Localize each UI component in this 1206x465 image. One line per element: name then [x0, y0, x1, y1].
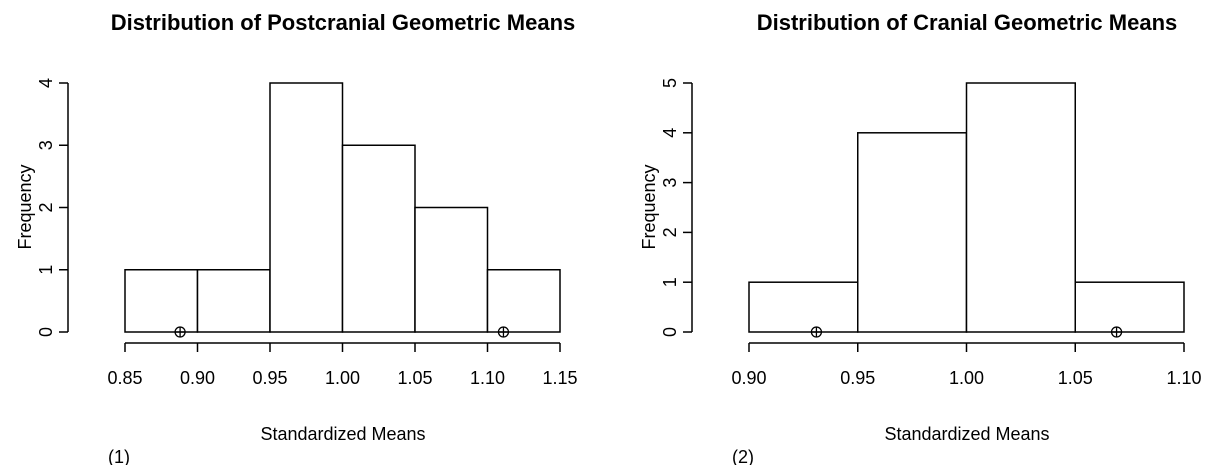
chart-2-y-tick-label: 1 — [660, 277, 680, 287]
chart-1-y-tick-label: 4 — [36, 78, 56, 88]
chart-2-ylabel: Frequency — [639, 164, 659, 249]
chart-2-bar — [857, 132, 968, 333]
chart-2-marker — [810, 326, 823, 338]
chart-1-y-tick-label: 0 — [36, 327, 56, 337]
chart-2-title: Distribution of Cranial Geometric Means — [757, 10, 1178, 35]
chart-2-y-tick-label: 2 — [660, 227, 680, 237]
chart-2-y-tick-label: 5 — [660, 78, 680, 88]
chart-2-y-tick-label: 4 — [660, 128, 680, 138]
chart-1-bar — [341, 144, 416, 333]
chart-2-y-tick-label: 0 — [660, 327, 680, 337]
chart-1-bar — [414, 206, 489, 333]
chart-1-x-tick-label: 1.00 — [325, 368, 360, 388]
chart-2-bar — [1074, 281, 1185, 333]
chart-1-x-tick-label: 1.15 — [542, 368, 577, 388]
chart-1-panel-label: (1) — [108, 447, 130, 465]
chart-2-panel-label: (2) — [732, 447, 754, 465]
chart-1-bar — [196, 269, 271, 333]
chart-1-marker — [174, 326, 186, 338]
chart-2-y-tick-label: 3 — [660, 178, 680, 188]
chart-2-bar — [965, 82, 1076, 333]
chart-2-x-tick-label: 1.05 — [1058, 368, 1093, 388]
chart-2-plot: 0.90 0.95 1.00 1.05 1.10 0 1 2 3 4 5 — [660, 78, 1202, 388]
chart-1-marker — [497, 326, 510, 338]
chart-2-x-tick-label: 0.90 — [731, 368, 766, 388]
chart-1-xlabel: Standardized Means — [260, 424, 425, 444]
chart-1-y-tick-label: 2 — [36, 202, 56, 212]
chart-1-y-tick-label: 3 — [36, 140, 56, 150]
chart-2-x-tick-label: 0.95 — [840, 368, 875, 388]
chart-2-x-tick-label: 1.10 — [1166, 368, 1201, 388]
chart-2-bar — [748, 281, 859, 333]
chart-1-title: Distribution of Postcranial Geometric Me… — [111, 10, 576, 35]
chart-1-plot: 0.85 0.90 0.95 1.00 1.05 1.10 1.15 0 1 2 3 4 — [36, 78, 578, 388]
chart-1-x-tick-label: 1.10 — [470, 368, 505, 388]
chart-1-x-tick-label: 0.85 — [107, 368, 142, 388]
chart-1-bar — [486, 269, 561, 333]
chart-1-bar — [124, 269, 199, 333]
chart-1-x-tick-label: 0.95 — [252, 368, 287, 388]
chart-2-xlabel: Standardized Means — [884, 424, 1049, 444]
chart-2-marker — [1110, 326, 1123, 338]
chart-1-ylabel: Frequency — [15, 164, 35, 249]
chart-1-x-tick-label: 1.05 — [397, 368, 432, 388]
chart-1-bar — [269, 82, 344, 333]
chart-2-x-tick-label: 1.00 — [949, 368, 984, 388]
chart-1-y-tick-label: 1 — [36, 265, 56, 275]
chart-1-x-tick-label: 0.90 — [180, 368, 215, 388]
